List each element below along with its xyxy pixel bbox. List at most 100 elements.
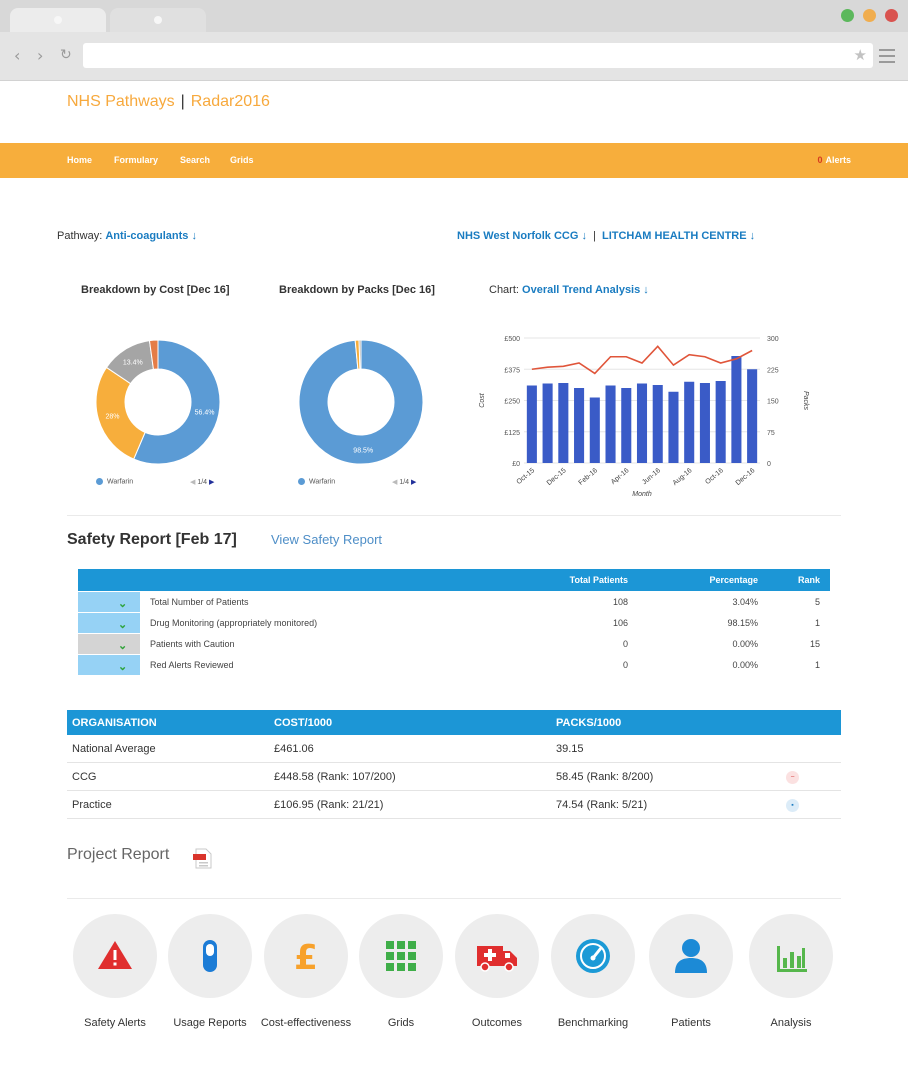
donut-slice[interactable] bbox=[95, 366, 146, 460]
cost-bar[interactable] bbox=[589, 397, 600, 464]
feature-patients[interactable]: Patients bbox=[649, 914, 733, 1029]
nav-alerts[interactable]: 0 Alerts bbox=[817, 155, 851, 165]
ccg-dropdown[interactable]: NHS West Norfolk CCG ↓ bbox=[457, 230, 587, 242]
cost-bar[interactable] bbox=[605, 385, 616, 464]
donut-slice[interactable] bbox=[358, 339, 362, 370]
x-tick-label: Oct-16 bbox=[704, 467, 725, 486]
cost-bar[interactable] bbox=[652, 385, 663, 463]
table-row[interactable]: ⌄ Patients with Caution 0 0.00% 15 bbox=[78, 633, 830, 654]
browser-tab[interactable] bbox=[110, 8, 206, 32]
cost-bar[interactable] bbox=[684, 381, 695, 463]
cost-bar[interactable] bbox=[526, 385, 537, 464]
status-box[interactable]: ⌄ bbox=[78, 591, 140, 612]
cost-bar[interactable] bbox=[574, 388, 585, 463]
main-navbar: Home Formulary Search Grids 0 Alerts bbox=[0, 143, 908, 178]
status-box[interactable]: ⌄ bbox=[78, 612, 140, 633]
feature-analysis[interactable]: Analysis bbox=[749, 914, 833, 1029]
table-row[interactable]: CCG £448.58 (Rank: 107/200) 58.45 (Rank:… bbox=[67, 762, 841, 791]
forward-arrow-icon[interactable]: › bbox=[37, 46, 44, 65]
feature-label: Cost-effectiveness bbox=[260, 1017, 352, 1029]
cost-bar[interactable] bbox=[668, 391, 679, 463]
minimize-window-button[interactable] bbox=[863, 9, 876, 22]
browser-tab-active[interactable] bbox=[10, 8, 106, 32]
y2-tick-label: 300 bbox=[767, 336, 779, 343]
close-window-button[interactable] bbox=[885, 9, 898, 22]
table-row[interactable]: ⌄ Total Number of Patients 108 3.04% 5 bbox=[78, 591, 830, 612]
cost-bar[interactable] bbox=[715, 381, 726, 463]
organisation-name: CCG bbox=[67, 762, 269, 791]
brand-separator: | bbox=[180, 93, 185, 110]
status-box[interactable]: ⌄ bbox=[78, 633, 140, 654]
status-box[interactable]: ⌄ bbox=[78, 654, 140, 675]
trend-analysis-chart: £0 £125 £250 £375 £500 0 75 150 225 300 Oct-15 Dec-… bbox=[479, 336, 809, 498]
pdf-icon[interactable] bbox=[193, 848, 213, 869]
packs-value: 39.15 bbox=[551, 735, 781, 763]
percentage-value: 0.00% bbox=[732, 659, 758, 670]
nav-grids[interactable]: Grids bbox=[230, 155, 254, 165]
cost-bar[interactable] bbox=[542, 383, 553, 464]
address-bar[interactable]: ★ bbox=[83, 43, 873, 68]
legend-label: Warfarin bbox=[309, 478, 336, 486]
nav-formulary[interactable]: Formulary bbox=[114, 155, 159, 165]
cost-chart-legend[interactable]: Warfarin bbox=[96, 478, 133, 485]
feature-circle bbox=[455, 914, 539, 998]
back-arrow-icon[interactable]: ‹ bbox=[14, 46, 21, 65]
total-patients-header: Total Patients bbox=[528, 569, 638, 591]
nav-home[interactable]: Home bbox=[67, 155, 93, 165]
site-brand[interactable]: NHS Pathways | Radar2016 bbox=[67, 93, 270, 111]
cost-bar[interactable] bbox=[699, 383, 710, 463]
check-icon: ⌄ bbox=[118, 639, 128, 652]
gauge-icon bbox=[576, 939, 610, 973]
cost-bar[interactable] bbox=[636, 383, 648, 464]
metric-column-header bbox=[140, 569, 528, 591]
cost-bar[interactable] bbox=[621, 388, 632, 463]
feature-usage-reports[interactable]: Usage Reports bbox=[168, 914, 252, 1029]
cost-bar[interactable] bbox=[731, 356, 742, 463]
maximize-window-button[interactable] bbox=[841, 9, 854, 22]
rank-value: 5 bbox=[814, 596, 820, 607]
feature-outcomes[interactable]: Outcomes bbox=[455, 914, 539, 1029]
reload-icon[interactable]: ↻ bbox=[60, 47, 72, 63]
cost-bar[interactable] bbox=[747, 369, 758, 463]
view-safety-report-link[interactable]: View Safety Report bbox=[271, 532, 383, 547]
org-table-header: ORGANISATION COST/1000 PACKS/1000 bbox=[67, 710, 841, 735]
feature-benchmarking[interactable]: Benchmarking bbox=[551, 914, 635, 1029]
practice-dropdown[interactable]: LITCHAM HEALTH CENTRE ↓ bbox=[601, 230, 756, 242]
packs-chart-legend[interactable]: Warfarin bbox=[298, 478, 335, 485]
packs-value: 58.45 (Rank: 8/200) bbox=[551, 762, 781, 791]
packs-breakdown-title: Breakdown by Packs [Dec 16] bbox=[279, 284, 435, 296]
feature-safety-alerts[interactable]: Safety Alerts bbox=[73, 914, 157, 1029]
trend-chart-dropdown[interactable]: Overall Trend Analysis ↓ bbox=[522, 284, 649, 296]
minus-badge-icon[interactable]: − bbox=[786, 770, 799, 784]
svg-text:£: £ bbox=[294, 938, 318, 976]
feature-circle bbox=[749, 914, 833, 998]
status-cell: ⌄ bbox=[78, 612, 140, 633]
y-tick-label: £500 bbox=[504, 336, 520, 343]
pager-next-icon[interactable]: ▶ bbox=[209, 479, 215, 486]
donut-slice[interactable] bbox=[298, 339, 424, 465]
pager-prev-icon[interactable]: ◀ bbox=[190, 479, 196, 486]
donut-slice[interactable] bbox=[133, 339, 221, 465]
feature-grids[interactable]: Grids bbox=[359, 914, 443, 1029]
project-report-title: Project Report bbox=[67, 846, 170, 863]
browser-menu-icon[interactable] bbox=[879, 49, 895, 67]
x-tick-label: Dec-16 bbox=[735, 467, 757, 487]
section-divider bbox=[67, 898, 841, 899]
organisation-filter: NHS West Norfolk CCG ↓ | LITCHAM HEALTH … bbox=[457, 230, 755, 242]
pager-next-icon[interactable]: ▶ bbox=[411, 479, 417, 486]
pathway-dropdown[interactable]: Anti-coagulants ↓ bbox=[105, 230, 197, 242]
donut-slice[interactable] bbox=[148, 339, 159, 370]
rank-value: 15 bbox=[809, 638, 820, 649]
table-row[interactable]: Practice £106.95 (Rank: 21/21) 74.54 (Ra… bbox=[67, 790, 841, 819]
packs-line[interactable] bbox=[531, 345, 753, 375]
nav-search[interactable]: Search bbox=[180, 155, 211, 165]
bookmark-star-icon[interactable]: ★ bbox=[853, 46, 867, 64]
table-row[interactable]: ⌄ Red Alerts Reviewed 0 0.00% 1 bbox=[78, 654, 830, 675]
feature-cost-effectiveness[interactable]: £ Cost-effectiveness bbox=[261, 914, 351, 1029]
cost-bar[interactable] bbox=[558, 383, 569, 463]
feature-circle bbox=[551, 914, 635, 998]
table-row[interactable]: National Average £461.06 39.15 bbox=[67, 735, 841, 763]
building-badge-icon[interactable]: ▪ bbox=[786, 798, 799, 812]
table-row[interactable]: ⌄ Drug Monitoring (appropriately monitor… bbox=[78, 612, 830, 633]
pager-prev-icon[interactable]: ◀ bbox=[392, 479, 398, 486]
